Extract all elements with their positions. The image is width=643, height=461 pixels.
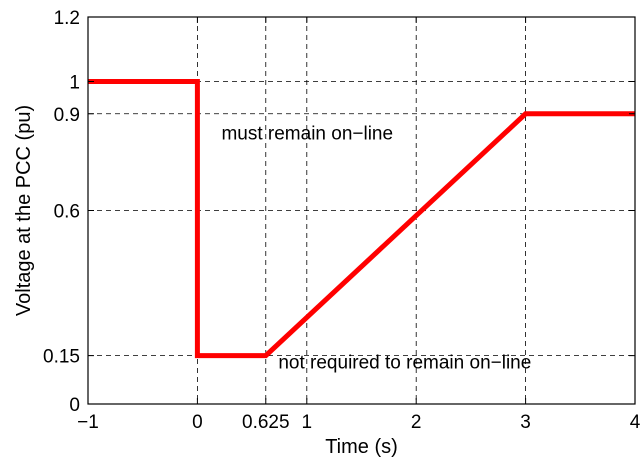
x-tick-label: −1 xyxy=(77,412,99,433)
y-tick-label: 1.2 xyxy=(54,8,80,29)
grid xyxy=(88,17,635,404)
x-tick-label: 1 xyxy=(302,412,313,433)
ticks: −1 0 0.625 1 2 3 400.150.60.911.2 xyxy=(43,8,641,433)
y-tick-label: 0.6 xyxy=(54,202,80,223)
series-layer xyxy=(88,79,635,359)
x-tick-label: 4 xyxy=(630,412,641,433)
annotation-text: not required to remain on−line xyxy=(278,353,531,374)
x-tick-label: 0.625 xyxy=(242,412,290,433)
y-tick-label: 1 xyxy=(69,73,80,94)
y-tick-label: 0 xyxy=(69,395,80,416)
x-axis-label: Time (s) xyxy=(325,436,398,458)
x-tick-label: 2 xyxy=(411,412,422,433)
y-tick-label: 0.9 xyxy=(54,105,80,126)
annotations: must remain on−line not required to remai… xyxy=(221,124,531,374)
x-tick-label: 0 xyxy=(192,412,203,433)
series-line xyxy=(88,79,635,359)
y-axis-label: Voltage at the PCC (pu) xyxy=(13,105,35,316)
y-tick-label: 0.15 xyxy=(43,347,80,368)
annotation-text: must remain on−line xyxy=(221,124,393,145)
x-tick-label: 3 xyxy=(520,412,531,433)
